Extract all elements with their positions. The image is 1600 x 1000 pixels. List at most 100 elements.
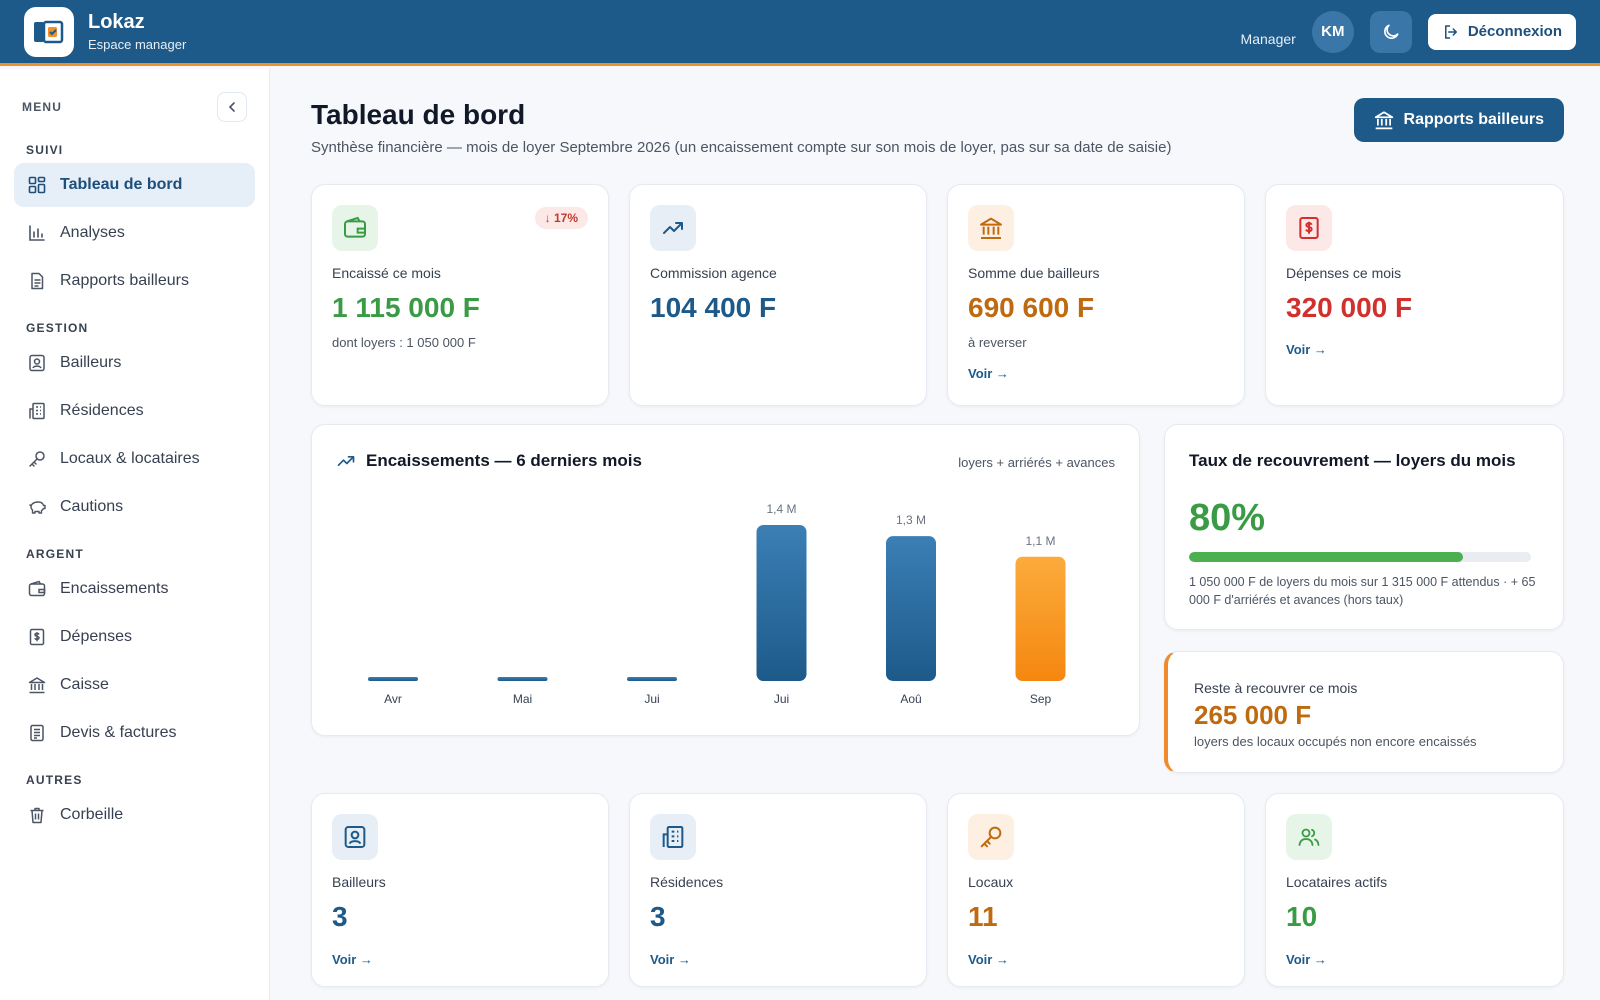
trash-icon — [30, 807, 44, 824]
kpi-card-encaisse: ↓ 17% Encaissé ce mois 1 115 000 F dont … — [311, 184, 609, 406]
kpi-value: 104 400 F — [650, 292, 777, 323]
app-logo[interactable] — [24, 6, 74, 57]
sidebar-item-label: Caisse — [60, 676, 109, 693]
bar-data-label: 1,4 M — [766, 502, 796, 516]
sidebar-item-label: Rapports bailleurs — [60, 272, 189, 289]
id-badge-icon — [29, 354, 45, 372]
sidebar-item-label: Dépenses — [60, 628, 133, 645]
chart-bar — [497, 677, 548, 681]
menu-title: MENU — [22, 100, 63, 114]
count-label: Bailleurs — [332, 874, 386, 890]
recovery-rate-card: Taux de recouvrement — loyers du mois 80… — [1164, 424, 1564, 630]
sidebar-item-depenses[interactable]: Dépenses — [14, 615, 255, 659]
voir-link[interactable]: Voir → — [968, 366, 1009, 381]
sidebar-item-devis-factures[interactable]: Devis & factures — [14, 711, 255, 755]
moon-icon — [1383, 24, 1399, 39]
voir-link[interactable]: Voir → — [1286, 952, 1327, 967]
collapse-sidebar-button[interactable] — [217, 92, 247, 122]
bar-data-label: 1,1 M — [1025, 534, 1055, 548]
logout-label: Déconnexion — [1467, 23, 1562, 40]
theme-toggle-button[interactable] — [1369, 10, 1412, 53]
rapports-bailleurs-button[interactable]: Rapports bailleurs — [1353, 98, 1564, 142]
count-label: Résidences — [650, 874, 724, 890]
kpi-icon-box — [968, 205, 1014, 251]
kpi-icon-box — [332, 814, 378, 860]
chart-bar — [368, 677, 418, 681]
kpi-value: 1 115 000 F — [332, 292, 480, 323]
sidebar-item-label: Locaux & locataires — [60, 450, 200, 467]
voir-link[interactable]: Voir → — [968, 952, 1009, 967]
key-icon — [980, 826, 1002, 848]
count-value: 3 — [332, 901, 348, 932]
reste-card: Reste à recouvrer ce mois 265 000 F loye… — [1164, 651, 1564, 773]
kpi-icon-box — [1286, 205, 1332, 251]
section-argent: ARGENT — [26, 547, 84, 561]
dashboard-icon — [28, 176, 46, 194]
kpi-label: Dépenses ce mois — [1286, 265, 1402, 281]
count-value: 11 — [968, 901, 998, 932]
sidebar-item-label: Corbeille — [60, 806, 124, 823]
count-card-locaux: Locaux 11 Voir → — [947, 793, 1245, 987]
sidebar-item-residences[interactable]: Résidences — [14, 389, 255, 433]
chart-title: Encaissements — 6 derniers mois — [336, 451, 642, 471]
chart-legend: loyers + arriérés + avances — [958, 455, 1115, 470]
section-gestion: GESTION — [26, 321, 89, 335]
recovery-progress-fill — [1189, 552, 1463, 562]
app-subtitle: Espace manager — [88, 37, 187, 52]
reste-value: 265 000 F — [1194, 700, 1312, 730]
sidebar-item-label: Tableau de bord — [60, 176, 183, 193]
sidebar-item-label: Bailleurs — [60, 354, 122, 371]
document-icon — [31, 272, 44, 290]
trend-up-icon — [663, 222, 683, 234]
kpi-icon-box — [650, 205, 696, 251]
kpi-icon-box — [332, 205, 378, 251]
kpi-icon-box — [968, 814, 1014, 860]
sidebar-item-corbeille[interactable]: Corbeille — [14, 793, 255, 837]
chart-bar — [756, 525, 807, 681]
count-card-bailleurs: Bailleurs 3 Voir → — [311, 793, 609, 987]
voir-link[interactable]: Voir → — [1286, 342, 1327, 357]
sidebar-item-caisse[interactable]: Caisse — [14, 663, 255, 707]
bar-chart-icon — [29, 225, 45, 241]
bar-chart: Avr Mai Jui Jui 1,4 M Aoû 1,3 M Sep 1,1 M — [368, 502, 1066, 706]
x-tick-label: Aoû — [900, 692, 921, 706]
sidebar-item-encaissements[interactable]: Encaissements — [14, 567, 255, 611]
sidebar-item-analyses[interactable]: Analyses — [14, 211, 255, 255]
bank-icon — [28, 677, 46, 694]
sidebar: MENU SUIVI Tableau de bord Analyses Rapp… — [0, 69, 270, 1000]
count-label: Locaux — [968, 874, 1014, 890]
top-bar: Lokaz Espace manager Manager KM Déconnex… — [0, 0, 1600, 66]
sidebar-item-cautions[interactable]: Cautions — [14, 485, 255, 529]
reste-note: loyers des locaux occupés non encore enc… — [1194, 734, 1477, 749]
bank-icon — [1374, 111, 1393, 130]
sidebar-item-locaux-locataires[interactable]: Locaux & locataires — [14, 437, 255, 481]
sidebar-item-label: Cautions — [60, 498, 124, 515]
bar-data-label: 1,3 M — [896, 513, 926, 527]
avatar[interactable]: KM — [1311, 10, 1354, 53]
logout-button[interactable]: Déconnexion — [1427, 13, 1576, 50]
users-icon — [1298, 828, 1320, 846]
bank-icon — [980, 217, 1002, 239]
kpi-icon-box — [650, 814, 696, 860]
count-value: 3 — [650, 901, 666, 932]
kpi-note: dont loyers : 1 050 000 F — [332, 335, 476, 350]
count-card-residences: Résidences 3 Voir → — [629, 793, 927, 987]
building-icon — [29, 402, 45, 420]
receipt-icon — [29, 628, 45, 646]
logout-icon — [1444, 24, 1457, 39]
voir-link[interactable]: Voir → — [650, 952, 691, 967]
sidebar-item-bailleurs[interactable]: Bailleurs — [14, 341, 255, 385]
reste-label: Reste à recouvrer ce mois — [1194, 680, 1358, 696]
sidebar-item-rapports-bailleurs[interactable]: Rapports bailleurs — [14, 259, 255, 303]
sidebar-item-label: Résidences — [60, 402, 144, 419]
voir-link[interactable]: Voir → — [332, 952, 373, 967]
section-suivi: SUIVI — [26, 143, 64, 157]
chart-bar — [1015, 556, 1066, 681]
sidebar-item-tableau-de-bord[interactable]: Tableau de bord — [14, 163, 255, 207]
x-tick-label: Avr — [384, 692, 402, 706]
kpi-card-somme-due: Somme due bailleurs 690 600 F à reverser… — [947, 184, 1245, 406]
kpi-icon-box — [1286, 814, 1332, 860]
kpi-label: Encaissé ce mois — [332, 265, 441, 281]
chart-bar — [627, 677, 677, 681]
building-icon — [662, 826, 684, 848]
